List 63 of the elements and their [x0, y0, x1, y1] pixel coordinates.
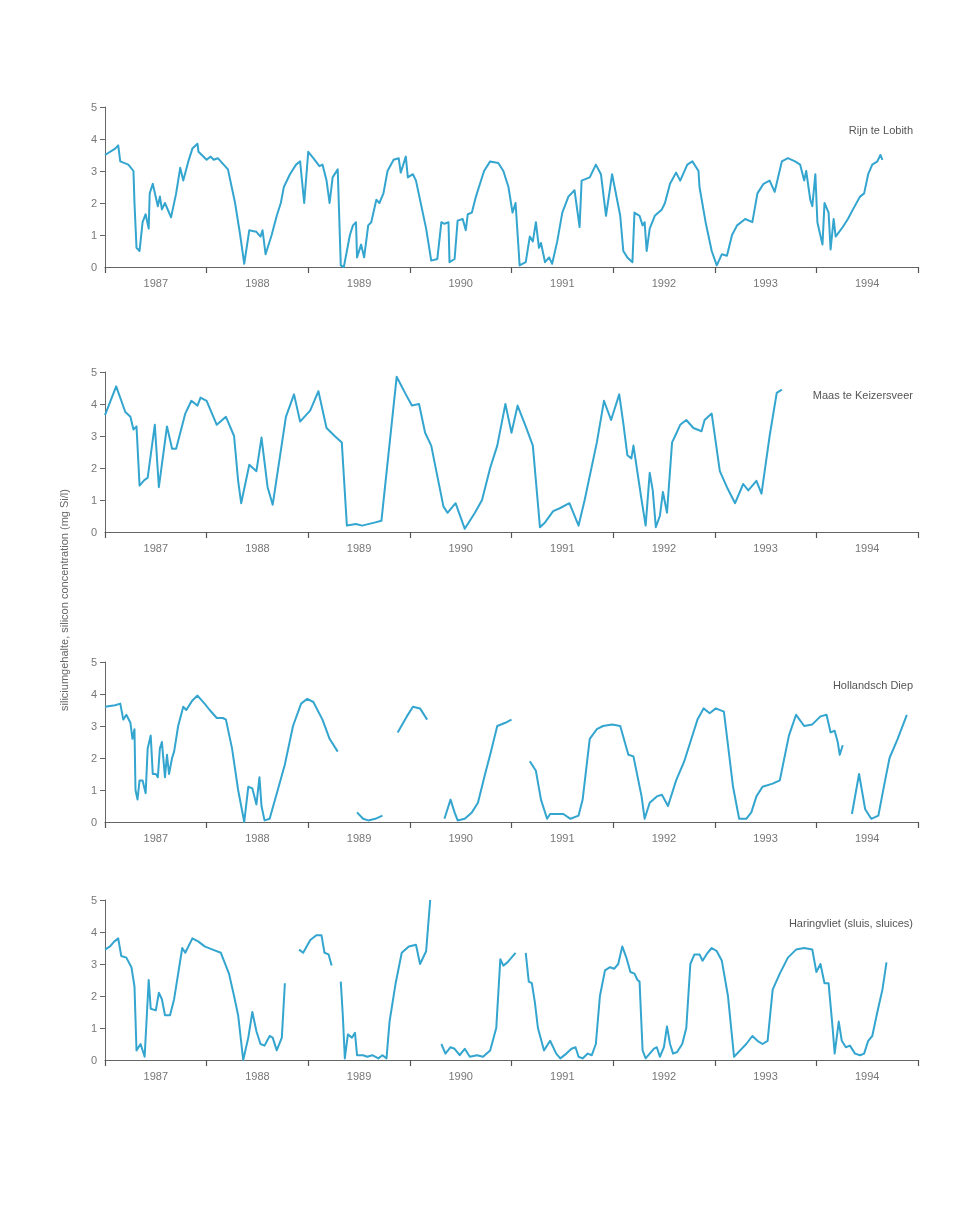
- x-tick-label: 1994: [854, 276, 880, 289]
- x-tick-label: 1993: [753, 276, 778, 289]
- x-tick-label: 1989: [346, 831, 372, 844]
- x-tick-label: 1990: [448, 1069, 473, 1082]
- y-tick-label: 2: [90, 462, 97, 474]
- x-tick-label: 1992: [651, 541, 677, 554]
- text: Rijn te Lobith: [848, 123, 914, 136]
- x-tick-label: 1992: [651, 276, 677, 289]
- x-tick-label: 1990: [448, 831, 473, 844]
- y-tick-label: 4: [90, 133, 97, 145]
- x-tick-label: 1988: [245, 1069, 270, 1082]
- y-axis-title: siliciumgehalte, silicon concentration (mg Si/l): [58, 489, 70, 711]
- y-tick-label: 5: [90, 894, 97, 906]
- x-tick-label: 1993: [753, 541, 778, 554]
- y-tick-label: 5: [90, 366, 97, 378]
- x-tick-label: 1987: [143, 1069, 169, 1082]
- x-tick-label: 1989: [346, 541, 372, 554]
- x-tick-label: 1988: [245, 831, 270, 844]
- y-tick-label: 1: [90, 229, 97, 241]
- line-series: [104, 142, 884, 268]
- y-tick-label: 2: [90, 752, 97, 764]
- x-tick-label: 1992: [651, 831, 677, 844]
- y-tick-label: 3: [90, 720, 97, 732]
- y-tick-label: 0: [90, 526, 97, 538]
- x-tick-label: 1991: [550, 276, 575, 289]
- y-tick-label: 0: [90, 1054, 97, 1066]
- line-series: [104, 375, 783, 530]
- y-tick-label: 0: [90, 816, 97, 828]
- text: Maas te Keizersveer: [812, 388, 914, 401]
- y-tick-label: 2: [90, 990, 97, 1002]
- x-tick-label: 1994: [854, 541, 880, 554]
- x-tick-label: 1992: [651, 1069, 677, 1082]
- x-tick-label: 1994: [854, 1069, 880, 1082]
- y-tick-label: 3: [90, 430, 97, 442]
- x-tick-label: 1993: [753, 1069, 778, 1082]
- x-tick-label: 1989: [346, 276, 372, 289]
- y-tick-label: 1: [90, 1022, 97, 1034]
- x-tick-label: 1988: [245, 541, 270, 554]
- y-tick-label: 5: [90, 101, 97, 113]
- x-tick-label: 1987: [143, 276, 169, 289]
- x-tick-label: 1991: [550, 831, 575, 844]
- y-tick-label: 1: [90, 784, 97, 796]
- x-tick-label: 1988: [245, 276, 270, 289]
- y-tick-label: 4: [90, 926, 97, 938]
- x-tick-label: 1990: [448, 276, 473, 289]
- x-tick-label: 1991: [550, 541, 575, 554]
- y-tick-label: 0: [90, 261, 97, 273]
- y-tick-label: 3: [90, 165, 97, 177]
- x-tick-label: 1990: [448, 541, 473, 554]
- x-tick-label: 1989: [346, 1069, 372, 1082]
- y-tick-label: 1: [90, 494, 97, 506]
- y-tick-label: 4: [90, 688, 97, 700]
- x-tick-label: 1987: [143, 541, 169, 554]
- y-tick-label: 3: [90, 958, 97, 970]
- x-tick-label: 1993: [753, 831, 778, 844]
- x-tick-label: 1991: [550, 1069, 575, 1082]
- x-tick-label: 1987: [143, 831, 169, 844]
- y-tick-label: 4: [90, 398, 97, 410]
- y-tick-label: 2: [90, 197, 97, 209]
- x-tick-label: 1994: [854, 831, 880, 844]
- y-tick-label: 5: [90, 656, 97, 668]
- text: Hollandsch Diep: [832, 678, 914, 691]
- text: Haringvliet (sluis, sluices): [788, 916, 914, 929]
